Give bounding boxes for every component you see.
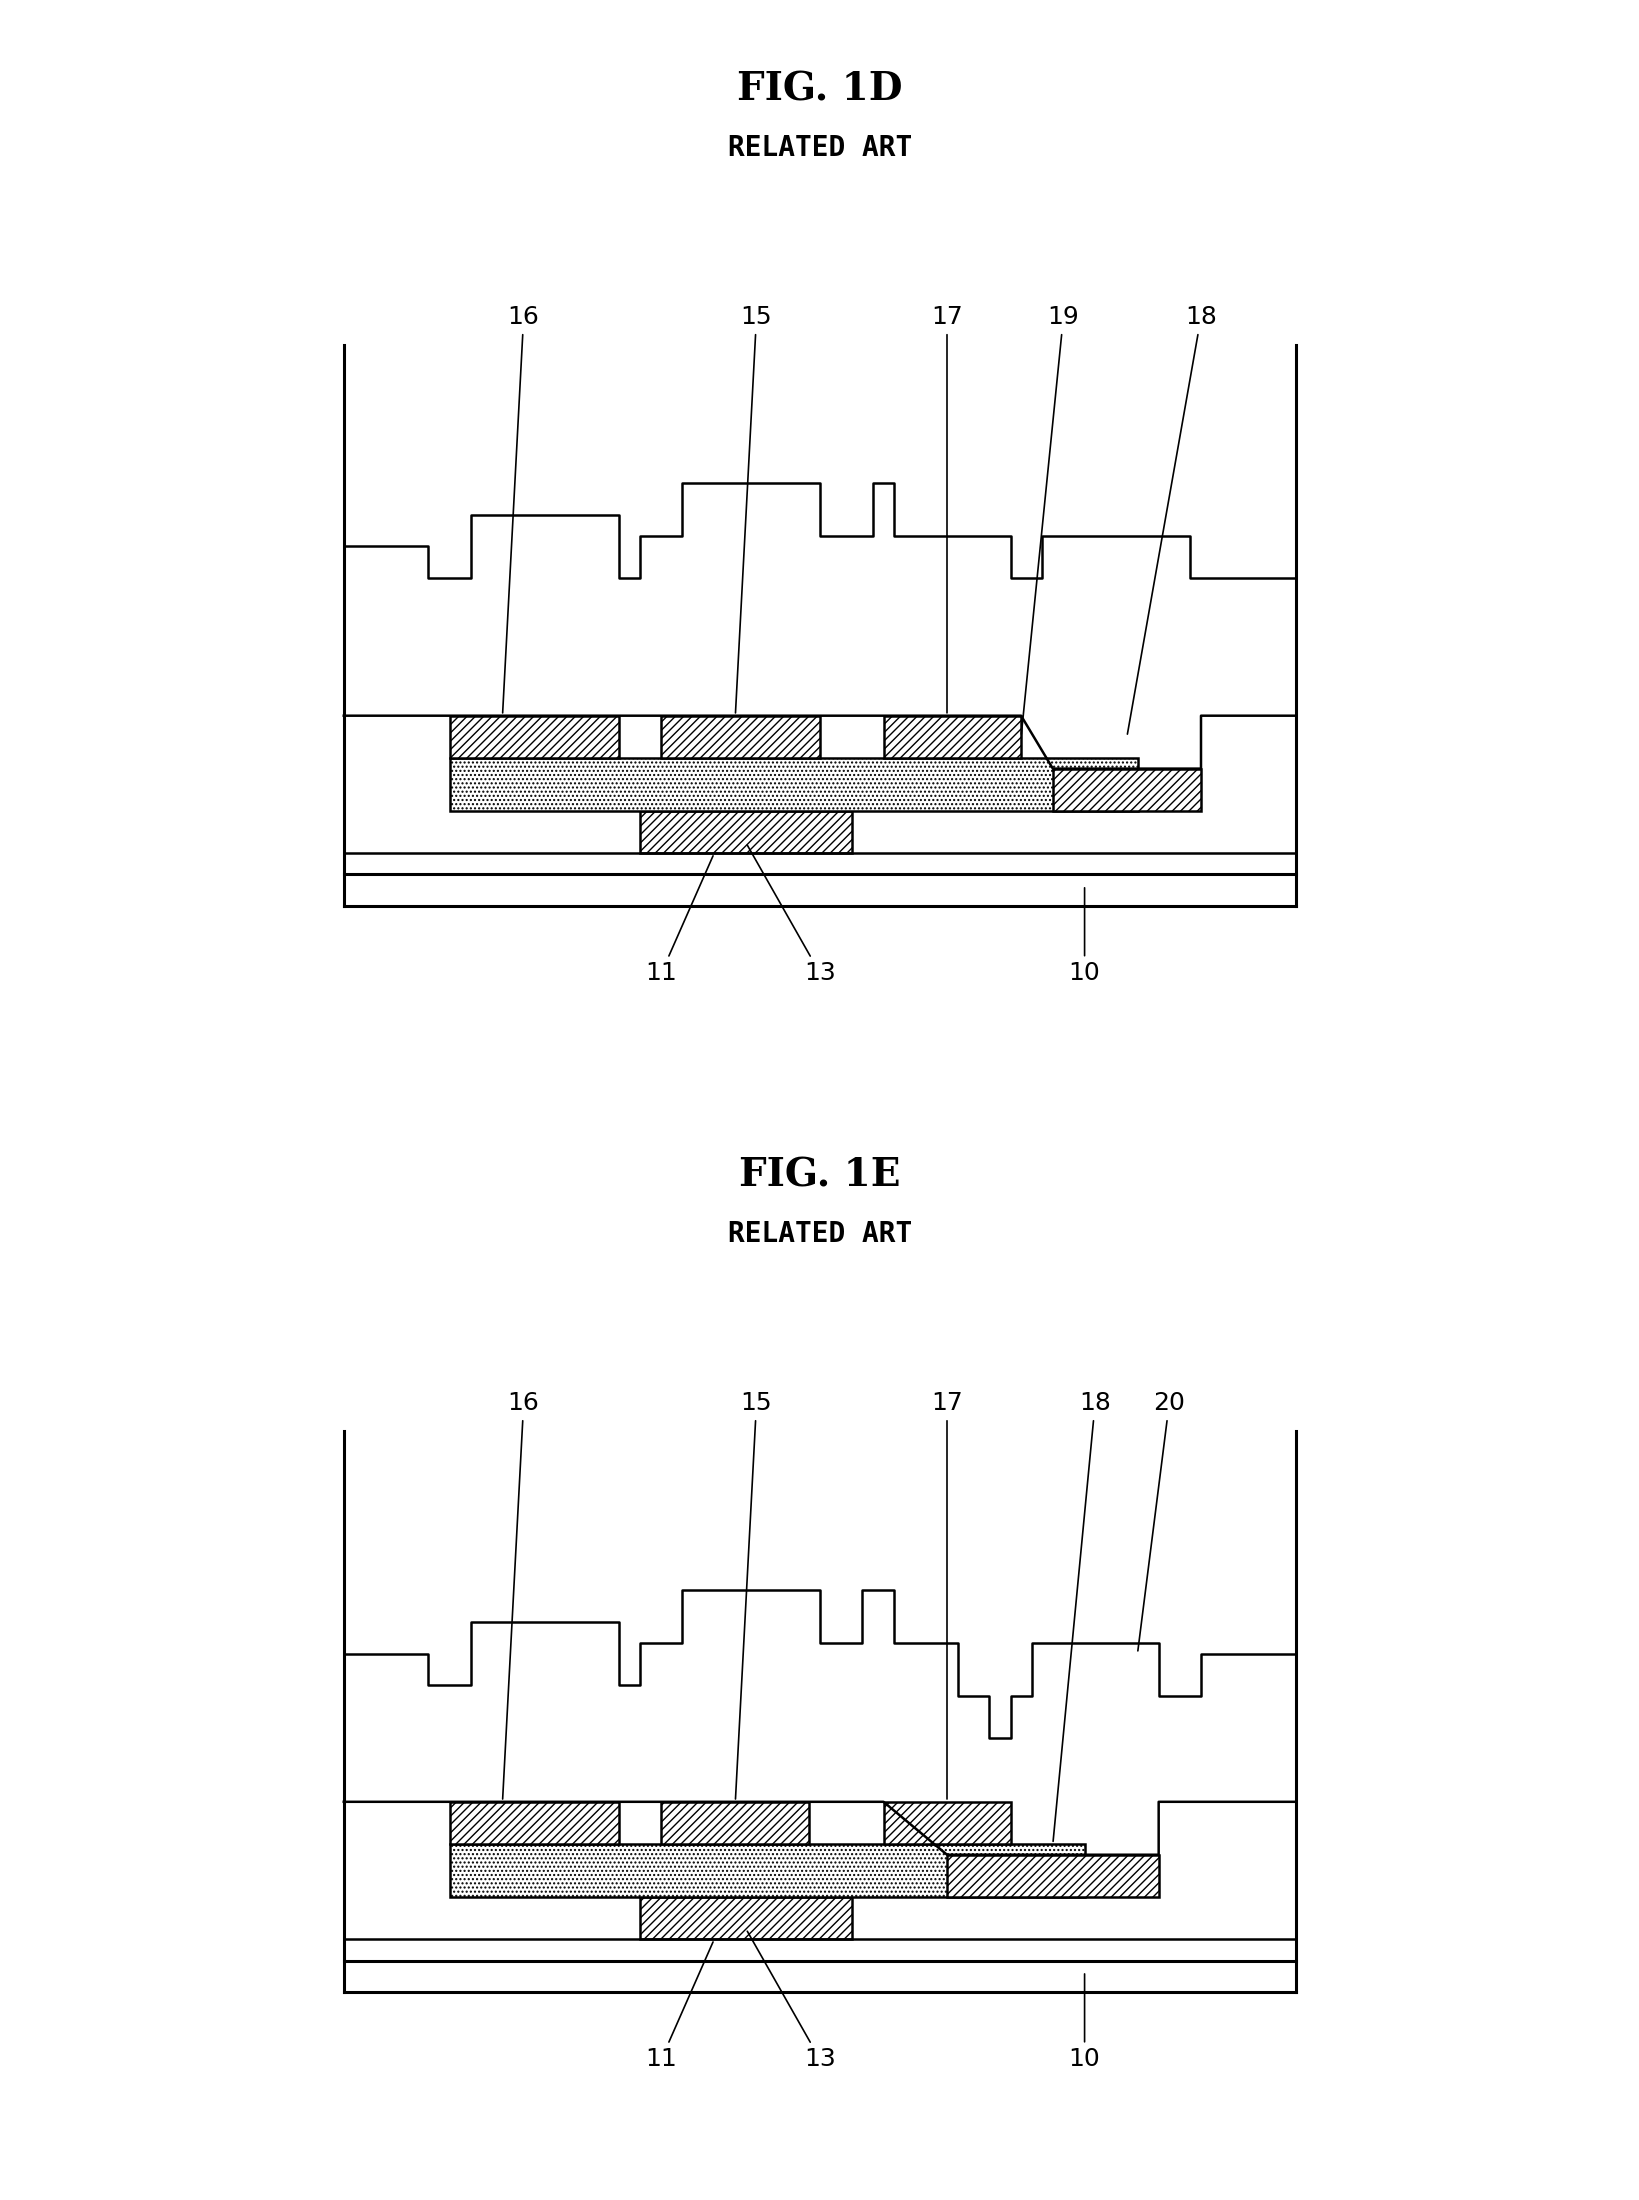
Bar <box>639 1896 851 1940</box>
Text: 10: 10 <box>1069 1973 1100 2072</box>
Bar <box>946 1855 1159 1896</box>
Text: RELATED ART: RELATED ART <box>728 134 911 161</box>
Bar <box>449 759 1137 812</box>
Text: 20: 20 <box>1137 1390 1185 1650</box>
Text: 17: 17 <box>931 306 962 713</box>
Bar <box>661 715 820 759</box>
Text: 15: 15 <box>734 306 772 713</box>
Text: 15: 15 <box>734 1390 772 1800</box>
Bar <box>449 715 618 759</box>
Text: 18: 18 <box>1052 1390 1111 1841</box>
Text: 11: 11 <box>646 856 713 986</box>
Bar <box>661 1802 810 1844</box>
Text: 16: 16 <box>502 1390 539 1800</box>
Text: FIG. 1D: FIG. 1D <box>738 70 901 108</box>
Bar <box>883 715 1021 759</box>
Text: 13: 13 <box>747 845 836 986</box>
Text: 10: 10 <box>1069 889 1100 986</box>
Text: FIG. 1E: FIG. 1E <box>739 1157 900 1195</box>
Text: 17: 17 <box>931 1390 962 1800</box>
Text: 16: 16 <box>502 306 539 713</box>
Text: 11: 11 <box>646 1943 713 2072</box>
Bar <box>1052 768 1200 812</box>
Bar <box>449 1802 618 1844</box>
Bar <box>883 1802 1010 1844</box>
Text: 13: 13 <box>747 1932 836 2072</box>
Bar <box>639 812 851 854</box>
Text: 19: 19 <box>1021 306 1078 735</box>
Text: 18: 18 <box>1126 306 1216 735</box>
Text: RELATED ART: RELATED ART <box>728 1219 911 1247</box>
Bar <box>449 1844 1083 1896</box>
